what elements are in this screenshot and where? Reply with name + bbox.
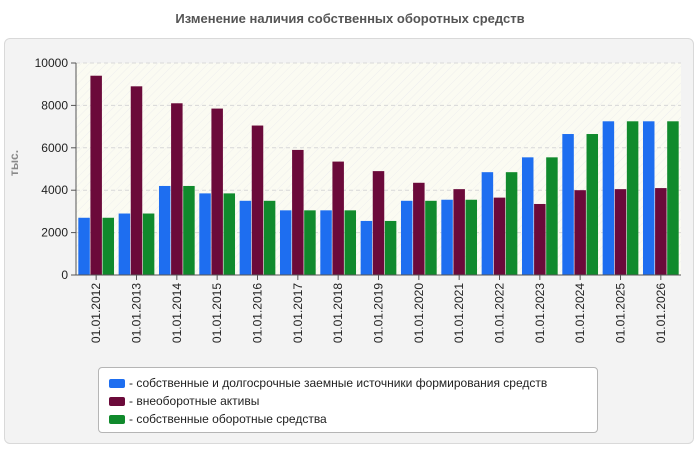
legend-item-working-capital: - собственные оборотные средства bbox=[109, 410, 597, 428]
x-tick-label: 01.01.2015 bbox=[210, 283, 224, 343]
bar-series-0-01.01.2024 bbox=[562, 134, 574, 275]
bar-series-2-01.01.2015 bbox=[223, 193, 236, 275]
bar-series-1-01.01.2012 bbox=[90, 75, 102, 275]
bar-series-0-01.01.2012 bbox=[78, 217, 90, 275]
bar-series-2-01.01.2026 bbox=[667, 121, 679, 275]
bar-series-1-01.01.2020 bbox=[413, 182, 425, 275]
y-tick-label: 0 bbox=[61, 268, 68, 282]
bar-series-0-01.01.2014 bbox=[158, 185, 171, 275]
x-tick-label: 01.01.2025 bbox=[614, 283, 628, 343]
x-tick-label: 01.01.2012 bbox=[89, 283, 103, 343]
bar-series-1-01.01.2015 bbox=[211, 108, 223, 275]
bar-series-0-01.01.2018 bbox=[320, 210, 332, 275]
x-tick-label: 01.01.2026 bbox=[654, 283, 668, 343]
legend-label-working-capital: - собственные оборотные средства bbox=[129, 412, 327, 426]
bar-series-2-01.01.2021 bbox=[465, 199, 478, 275]
bar-series-1-01.01.2017 bbox=[292, 149, 304, 275]
bar-series-2-01.01.2016 bbox=[263, 200, 276, 275]
bar-series-0-01.01.2020 bbox=[400, 200, 413, 275]
bar-series-1-01.01.2024 bbox=[574, 190, 586, 275]
bar-series-1-01.01.2023 bbox=[534, 203, 546, 275]
bar-series-1-01.01.2026 bbox=[655, 188, 667, 275]
legend-label-fixed-assets: - внеоборотные активы bbox=[129, 394, 260, 408]
y-tick-label: 2000 bbox=[41, 226, 68, 240]
bar-series-2-01.01.2014 bbox=[183, 185, 195, 275]
bar-series-2-01.01.2023 bbox=[546, 157, 558, 275]
x-tick-label: 01.01.2014 bbox=[170, 283, 184, 343]
bar-series-0-01.01.2016 bbox=[239, 200, 252, 275]
bar-series-2-01.01.2020 bbox=[425, 200, 437, 275]
legend-item-fixed-assets: - внеоборотные активы bbox=[109, 392, 597, 410]
bar-series-0-01.01.2021 bbox=[441, 199, 453, 275]
bar-series-2-01.01.2025 bbox=[626, 121, 639, 275]
bar-series-2-01.01.2013 bbox=[142, 213, 155, 275]
bar-series-1-01.01.2016 bbox=[251, 125, 264, 275]
bar-series-0-01.01.2022 bbox=[481, 172, 494, 275]
x-tick-label: 01.01.2024 bbox=[573, 283, 587, 343]
y-tick-label: 6000 bbox=[41, 141, 68, 155]
bar-series-1-01.01.2019 bbox=[372, 171, 385, 275]
x-tick-label: 01.01.2017 bbox=[291, 283, 305, 343]
x-tick-label: 01.01.2019 bbox=[372, 283, 386, 343]
bar-series-2-01.01.2018 bbox=[344, 210, 357, 275]
y-axis-label: тыс. bbox=[7, 150, 21, 176]
legend-swatch-fixed-assets bbox=[109, 396, 125, 406]
x-tick-label: 01.01.2021 bbox=[452, 283, 466, 343]
bar-series-2-01.01.2017 bbox=[304, 210, 316, 275]
y-tick-label: 4000 bbox=[41, 183, 68, 197]
legend-label-sources: - собственные и долгосрочные заемные ист… bbox=[129, 376, 548, 390]
bar-series-1-01.01.2025 bbox=[614, 189, 627, 275]
bar-series-1-01.01.2014 bbox=[171, 103, 183, 275]
bar-series-2-01.01.2024 bbox=[586, 134, 599, 275]
legend: - собственные и долгосрочные заемные ист… bbox=[98, 367, 598, 433]
x-tick-label: 01.01.2013 bbox=[130, 283, 144, 343]
bar-series-0-01.01.2015 bbox=[199, 193, 211, 275]
x-tick-label: 01.01.2023 bbox=[533, 283, 547, 343]
bar-series-2-01.01.2012 bbox=[102, 217, 115, 275]
bar-series-1-01.01.2021 bbox=[453, 189, 465, 275]
bar-series-1-01.01.2022 bbox=[493, 197, 506, 275]
legend-item-sources: - собственные и долгосрочные заемные ист… bbox=[109, 374, 597, 392]
chart-title: Изменение наличия собственных оборотных … bbox=[175, 11, 525, 26]
x-tick-label: 01.01.2016 bbox=[251, 283, 265, 343]
legend-swatch-working-capital bbox=[109, 414, 125, 424]
x-tick-label: 01.01.2022 bbox=[493, 283, 507, 343]
bar-series-0-01.01.2017 bbox=[279, 210, 292, 275]
legend-swatch-sources bbox=[109, 378, 125, 388]
x-tick-label: 01.01.2018 bbox=[331, 283, 345, 343]
y-tick-label: 8000 bbox=[41, 98, 68, 112]
bar-series-2-01.01.2022 bbox=[505, 172, 518, 275]
bar-series-0-01.01.2013 bbox=[118, 213, 131, 275]
bar-series-0-01.01.2019 bbox=[360, 220, 373, 275]
x-tick-label: 01.01.2020 bbox=[412, 283, 426, 343]
bar-series-0-01.01.2025 bbox=[602, 121, 615, 275]
bar-series-0-01.01.2026 bbox=[642, 121, 655, 275]
bar-series-2-01.01.2019 bbox=[384, 220, 397, 275]
y-tick-label: 10000 bbox=[35, 56, 69, 70]
bar-series-1-01.01.2013 bbox=[130, 86, 143, 275]
bar-series-0-01.01.2023 bbox=[521, 157, 534, 275]
bar-series-1-01.01.2018 bbox=[332, 161, 344, 275]
